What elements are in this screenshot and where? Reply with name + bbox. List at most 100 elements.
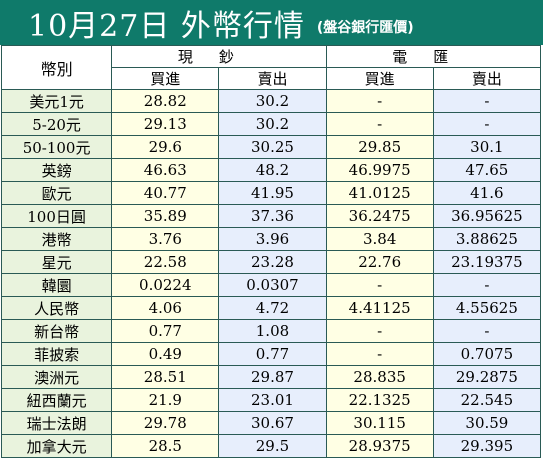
currency-cell: 加拿大元 [0,434,113,458]
cash-buy-cell: 29.6 [111,135,220,159]
table-row: 50-100元 29.6 30.25 29.85 30.1 [0,135,542,159]
cash-group-header: 現鈔 [111,45,327,68]
tt-buy-cell: 29.85 [325,135,434,159]
cash-sell-cell: 30.25 [218,135,327,159]
cash-buy-cell: 0.77 [111,319,220,343]
currency-cell: 英鎊 [0,158,113,182]
cash-buy-cell: 28.5 [111,434,220,458]
tt-buy-cell: 41.0125 [325,181,434,205]
table-row: 瑞士法朗 29.78 30.67 30.115 30.59 [0,411,542,435]
cash-sell-cell: 48.2 [218,158,327,182]
cash-sell-cell: 0.0307 [218,273,327,297]
tt-sell-cell: - [432,89,542,113]
tt-buy-cell: 30.115 [325,411,434,435]
tt-buy-cell: 3.84 [325,227,434,251]
table-row: 美元1元 28.82 30.2- - [0,89,542,113]
tt-sell-cell: 4.55625 [432,296,542,320]
currency-column-header: 幣別 [0,45,113,90]
tt-buy-cell: 22.76 [325,250,434,274]
currency-cell: 菲披索 [0,342,113,366]
tt-sell-cell: 47.65 [432,158,542,182]
rate-table-body: 美元1元 28.82 30.2- -5-20元 29.13 30.2- -50-100元 29… [0,89,542,458]
currency-cell: 人民幣 [0,296,113,320]
tt-sell-cell: 41.6 [432,181,542,205]
cash-buy-cell: 29.13 [111,112,220,136]
table-row: 加拿大元 28.5 29.5 28.9375 29.395 [0,434,542,458]
cash-buy-cell: 0.0224 [111,273,220,297]
currency-cell: 紐西蘭元 [0,388,113,412]
cash-buy-cell: 22.58 [111,250,220,274]
cash-sell-cell: 23.01 [218,388,327,412]
cash-sell-cell: 29.5 [218,434,327,458]
tt-sell-cell: 29.395 [432,434,542,458]
tt-buy-cell: 36.2475 [325,204,434,228]
table-row: 紐西蘭元 21.9 23.01 22.1325 22.545 [0,388,542,412]
tt-buy-cell: - [325,273,434,297]
tt-sell-cell: 3.88625 [432,227,542,251]
cash-sell-cell: 30.2 [218,112,327,136]
tt-sell-cell: 30.1 [432,135,542,159]
currency-cell: 澳洲元 [0,365,113,389]
tt-buy-cell: - [325,112,434,136]
table-row: 韓圜 0.0224 0.0307- - [0,273,542,297]
table-row: 人民幣 4.06 4.72 4.41125 4.55625 [0,296,542,320]
tt-sell-cell: 23.19375 [432,250,542,274]
cash-buy-cell: 28.82 [111,89,220,113]
cash-sell-cell: 0.77 [218,342,327,366]
cash-sell-cell: 4.72 [218,296,327,320]
cash-buy-cell: 40.77 [111,181,220,205]
table-row: 菲披索 0.49 0.77-0.7075 [0,342,542,366]
cash-sell-cell: 29.87 [218,365,327,389]
currency-cell: 新台幣 [0,319,113,343]
cash-buy-cell: 28.51 [111,365,220,389]
table-row: 英鎊 46.63 48.2 46.9975 47.65 [0,158,542,182]
table-row: 澳洲元 28.51 29.87 28.835 29.2875 [0,365,542,389]
title-bar: 10月27日 外幣行情 (盤谷銀行匯價) [0,0,543,45]
tt-buy-cell: - [325,319,434,343]
currency-cell: 50-100元 [0,135,113,159]
currency-cell: 星元 [0,250,113,274]
tt-buy-cell: 28.835 [325,365,434,389]
cash-sell-cell: 37.36 [218,204,327,228]
cash-sell-header: 賣出 [218,67,327,90]
page-subtitle: (盤谷銀行匯價) [316,19,414,36]
cash-sell-cell: 23.28 [218,250,327,274]
currency-cell: 100日圓 [0,204,113,228]
cash-buy-cell: 21.9 [111,388,220,412]
page-title: 10月27日 外幣行情 [28,8,305,44]
cash-buy-cell: 4.06 [111,296,220,320]
cash-sell-cell: 3.96 [218,227,327,251]
tt-sell-cell: 22.545 [432,388,542,412]
tt-buy-cell: - [325,342,434,366]
tt-sell-cell: 29.2875 [432,365,542,389]
tt-buy-cell: 46.9975 [325,158,434,182]
cash-sell-cell: 1.08 [218,319,327,343]
table-row: 100日圓 35.89 37.36 36.2475 36.95625 [0,204,542,228]
tt-buy-cell: 4.41125 [325,296,434,320]
tt-buy-cell: 28.9375 [325,434,434,458]
cash-buy-header: 買進 [111,67,220,90]
table-row: 歐元 40.77 41.95 41.0125 41.6 [0,181,542,205]
tt-buy-cell: 22.1325 [325,388,434,412]
tt-buy-header: 買進 [325,67,434,90]
cash-buy-cell: 46.63 [111,158,220,182]
tt-sell-cell: 0.7075 [432,342,542,366]
currency-cell: 韓圜 [0,273,113,297]
tt-sell-cell: 36.95625 [432,204,542,228]
table-row: 新台幣 0.77 1.08- - [0,319,542,343]
cash-buy-cell: 35.89 [111,204,220,228]
cash-buy-cell: 3.76 [111,227,220,251]
cash-sell-cell: 41.95 [218,181,327,205]
currency-cell: 港幣 [0,227,113,251]
currency-cell: 5-20元 [0,112,113,136]
telegraphic-group-header: 電匯 [325,45,542,68]
cash-sell-cell: 30.67 [218,411,327,435]
exchange-rate-table: 幣別 現鈔 電匯 買進 賣出 買進 賣出 美元1元 28.82 30.2- -5-20… [0,45,542,458]
tt-sell-cell: - [432,319,542,343]
table-row: 港幣 3.76 3.96 3.84 3.88625 [0,227,542,251]
currency-cell: 瑞士法朗 [0,411,113,435]
currency-cell: 歐元 [0,181,113,205]
cash-buy-cell: 0.49 [111,342,220,366]
currency-cell: 美元1元 [0,89,113,113]
